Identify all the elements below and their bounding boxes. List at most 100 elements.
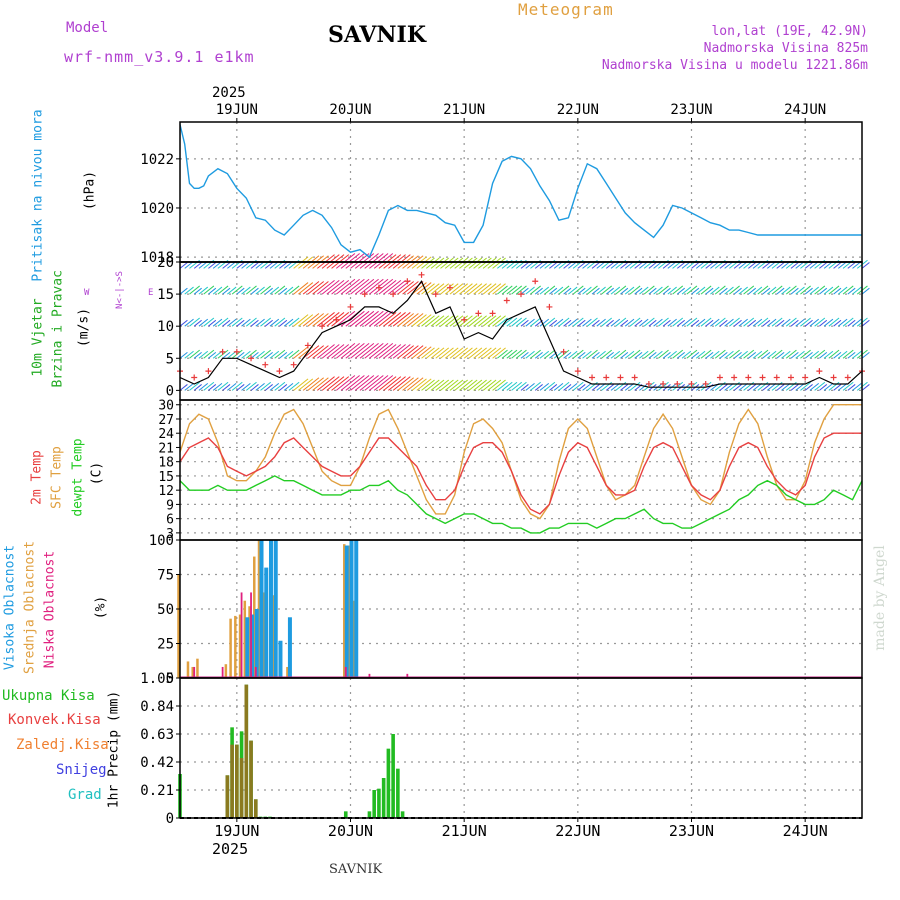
wind-barb — [819, 384, 828, 391]
wind-barb — [184, 286, 194, 295]
wind-barb — [416, 346, 432, 359]
cloud-low-bar — [254, 666, 257, 678]
wind-barb — [762, 262, 771, 269]
wind-gust-marker — [304, 342, 311, 349]
wind-barb — [350, 310, 370, 327]
wind-gust-marker — [191, 374, 198, 381]
wind-barb — [563, 351, 572, 359]
watermark: made by Angel — [872, 545, 888, 651]
precip-conv-bar — [253, 799, 258, 818]
wind-barb — [222, 351, 231, 359]
wind-barb — [610, 318, 621, 327]
wind-barb — [430, 315, 445, 327]
wind-barb — [577, 384, 586, 391]
wind-barb — [506, 317, 518, 327]
precip-total-bar — [343, 811, 348, 818]
wind-barb — [250, 384, 259, 391]
wind-barb — [208, 287, 217, 295]
wind-barb — [373, 375, 394, 391]
wind-barb — [283, 382, 294, 391]
wind-barb — [752, 318, 763, 327]
wind-barb — [350, 253, 370, 269]
wind-barb — [624, 286, 635, 295]
wind-barb — [833, 319, 842, 327]
wind-unit: (m/s) — [76, 307, 92, 348]
wind-barb — [563, 319, 572, 327]
wind-barb — [719, 319, 728, 327]
precip-total-bar — [396, 768, 400, 818]
wind-barb — [335, 253, 356, 269]
wind-barb — [605, 262, 614, 269]
wind-barb — [653, 286, 663, 295]
cloud-low-bar — [250, 592, 252, 678]
wind-barb — [800, 285, 811, 295]
wind-barb — [435, 283, 450, 295]
wind-barb — [520, 319, 529, 327]
wind-barb — [610, 286, 621, 295]
wind-barb — [236, 384, 245, 391]
wind-barb — [615, 285, 627, 295]
wind-barb — [302, 377, 320, 391]
wind-barb — [568, 350, 578, 359]
top-day-label: 23JUN — [670, 102, 712, 118]
wind-barb — [676, 351, 686, 359]
wind-barb — [501, 285, 513, 295]
wind-barb — [549, 287, 558, 295]
wind-barb — [511, 349, 523, 359]
cloud-mid-bar — [248, 606, 251, 678]
wind-barb — [823, 350, 834, 359]
precip-legend-frz: Zaledj.Kisa — [16, 737, 109, 753]
wind-barb — [307, 281, 324, 295]
wind-barb — [345, 278, 365, 295]
wind-barb — [345, 343, 365, 359]
wind-barb — [364, 310, 384, 327]
precip-conv-bar — [239, 758, 244, 818]
wind-barb — [572, 317, 584, 327]
wind-barb — [302, 281, 320, 295]
wind-barb — [667, 318, 677, 327]
cloud-low-bar — [221, 666, 224, 678]
wind-gust-marker — [532, 278, 539, 285]
wind-barb — [729, 349, 740, 359]
wind-barb — [615, 349, 627, 359]
wind-barb — [283, 350, 294, 359]
wind-barb — [449, 257, 464, 269]
y-tick-label: 0.84 — [140, 699, 174, 715]
wind-barb — [795, 318, 805, 327]
wind-barb — [577, 351, 586, 359]
wind-barb — [823, 382, 834, 391]
wind-barb — [392, 376, 411, 391]
wind-barb — [425, 283, 440, 295]
wind-gust-marker — [560, 348, 567, 355]
wind-barb — [421, 283, 435, 295]
wind-barb — [269, 382, 280, 391]
wind-barb — [288, 285, 300, 295]
wind-barb — [293, 346, 309, 359]
wind-barb — [558, 317, 570, 327]
y-tick-label: 100 — [149, 533, 174, 549]
wind-barb — [539, 286, 550, 295]
wind-barb — [705, 262, 714, 269]
wind-barb — [842, 349, 854, 359]
wind-barb — [383, 279, 402, 295]
wind-barb — [444, 257, 459, 269]
wind-barb — [482, 379, 497, 391]
wind-barb — [861, 351, 870, 359]
wind-barb — [790, 384, 799, 391]
wind-barb — [250, 262, 259, 269]
cloud-high-bar — [268, 540, 273, 678]
wind-barb — [444, 379, 459, 391]
wind-barb — [833, 287, 842, 295]
wind-barb — [582, 382, 592, 391]
wind-barb — [819, 351, 828, 359]
wind-barb — [544, 317, 556, 327]
wind-barb — [279, 351, 288, 359]
y-tick-label: 1.05 — [140, 671, 174, 687]
precip-total-bar — [386, 748, 391, 818]
wind-barb — [658, 349, 669, 359]
wind-barb — [530, 381, 541, 391]
wind-barb — [724, 286, 734, 295]
wind-barb — [672, 317, 684, 327]
wind-barb — [279, 262, 288, 269]
wind-barb — [340, 375, 360, 391]
